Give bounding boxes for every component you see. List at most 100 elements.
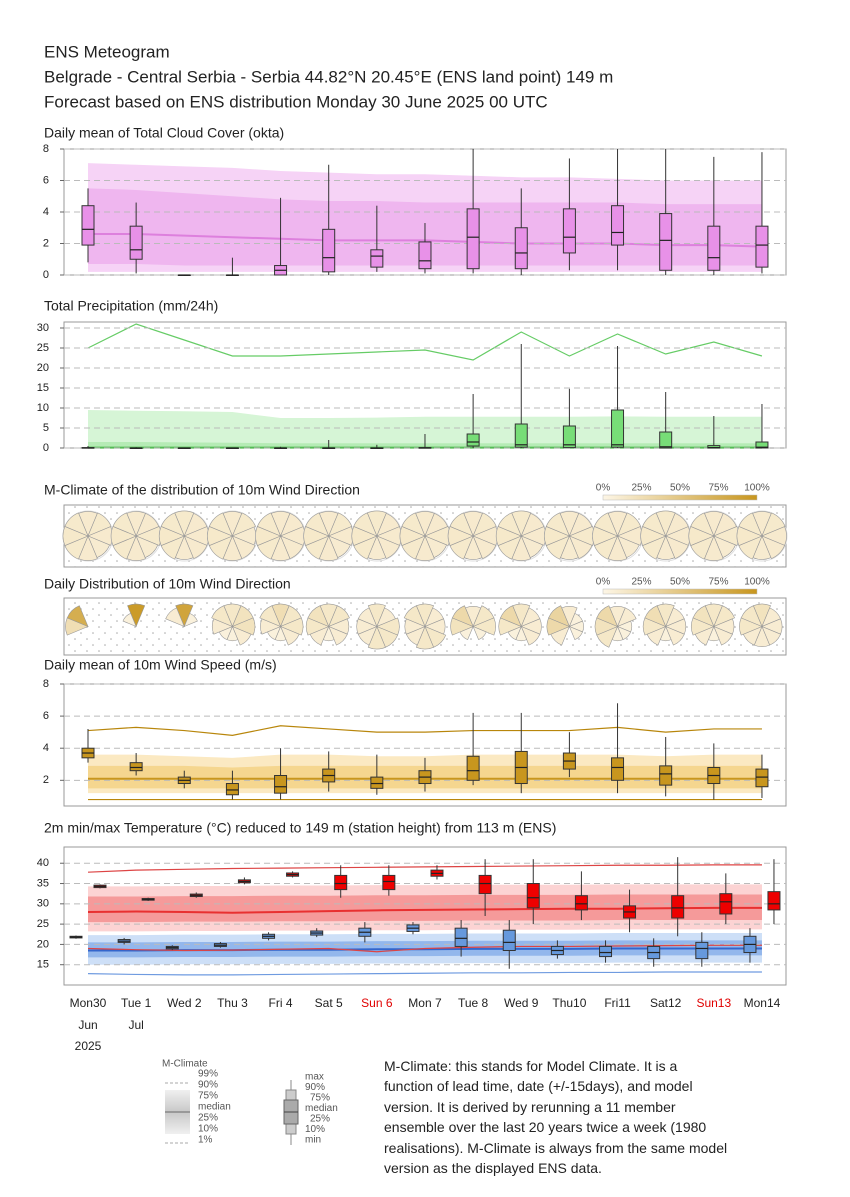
rose-sector [545,512,570,537]
box [659,213,673,271]
panel-title: 2m min/max Temperature (°C) reduced to 1… [44,820,556,836]
y-tick-label: 8 [43,143,49,155]
climate-p1 [87,944,762,953]
y-tick-label: 25 [37,918,49,930]
rose-sector [165,607,185,628]
box [719,893,733,915]
scale-bar [602,588,758,595]
y-tick-label: 2 [43,774,49,786]
rose-sector [328,625,348,646]
box [478,874,492,895]
x-tick-label: Thu 3 [217,996,248,1010]
scale-label: 50% [670,577,690,588]
rose-sector [279,617,304,636]
scale-bar [602,494,758,501]
rose-sector [257,512,282,537]
box [466,208,480,270]
rose-sector [472,512,497,537]
box [81,205,95,246]
x-tick-label: Sat 5 [315,996,343,1010]
climate-p1 [87,971,762,976]
panel-title: Daily Distribution of 10m Wind Direction [44,576,291,592]
box [382,874,396,891]
box [334,874,348,891]
legend-box-label: 10% [305,1124,325,1135]
legend-climate-label: 10% [198,1124,218,1135]
rose-sector [64,512,89,537]
rose-sector [568,625,583,641]
box [129,225,143,260]
box [755,441,769,449]
forecast-info: Forecast based on ENS distribution Monda… [44,92,548,111]
box [514,227,528,270]
climate-p99 [87,864,762,873]
box [755,225,769,268]
x-tick-label: Tue 8 [458,996,489,1010]
box [466,433,480,447]
climate-p99 [87,725,762,736]
climate-band-inner [88,894,762,923]
rose-sector [472,617,496,636]
y-tick-label: 30 [37,322,49,334]
rose-sector [472,535,497,560]
y-tick-label: 35 [37,877,49,889]
x-tick-label: Fri 4 [269,996,293,1010]
legend-climate-label: 75% [198,1091,218,1102]
rose-sector [713,625,733,646]
rose-sector [87,512,112,537]
scale-label: 25% [631,577,651,588]
rose-sector [401,512,426,537]
rose-sector [183,535,208,560]
panel-title: Daily mean of 10m Wind Speed (m/s) [44,657,277,673]
legend-box-label: 25% [310,1114,330,1125]
box [659,431,673,449]
rose-sector [472,625,487,641]
rose-sector [500,605,522,628]
y-tick-label: 40 [37,857,49,869]
y-tick-label: 15 [37,959,49,971]
scale-label: 0% [596,577,611,588]
y-tick-label: 0 [43,269,49,281]
legend-box-label: max [305,1072,324,1083]
box [370,249,384,268]
y-tick-label: 4 [43,742,49,754]
rose-sector [328,605,350,628]
rose-sector [642,512,667,537]
scale-label: 100% [744,483,770,494]
rose-sector [66,605,89,628]
month-label: Jul [128,1018,143,1032]
legend-box-label: median [305,1103,338,1114]
box [274,775,288,794]
rose-sector [738,512,763,537]
scale-label: 75% [708,577,728,588]
climate-p99 [87,323,763,361]
x-tick-label: Mon30 [70,996,107,1010]
rose-sector [451,605,474,628]
box [671,895,685,919]
rose-sector [231,617,256,636]
box [418,241,432,270]
year-label: 2025 [75,1039,102,1053]
box [707,225,721,271]
box [659,765,673,786]
rose-sector [305,512,330,537]
y-tick-label: 25 [37,342,49,354]
rose-sector [328,512,353,537]
rose-sector [616,607,637,628]
climate-median [87,906,762,914]
rose-sector [713,605,735,628]
rose-sector [403,605,426,628]
rose-sector [367,625,386,650]
rose-sector [548,605,570,628]
x-tick-label: Mon14 [744,996,781,1010]
panel-title: M-Climate of the distribution of 10m Win… [44,482,360,498]
rose-sector [497,512,522,537]
legend-climate-label: median [198,1102,231,1113]
box [129,762,143,772]
y-tick-label: 6 [43,710,49,722]
y-tick-label: 10 [37,402,49,414]
box [514,423,528,448]
rose-sector [259,605,282,628]
rose-sector [692,605,715,628]
